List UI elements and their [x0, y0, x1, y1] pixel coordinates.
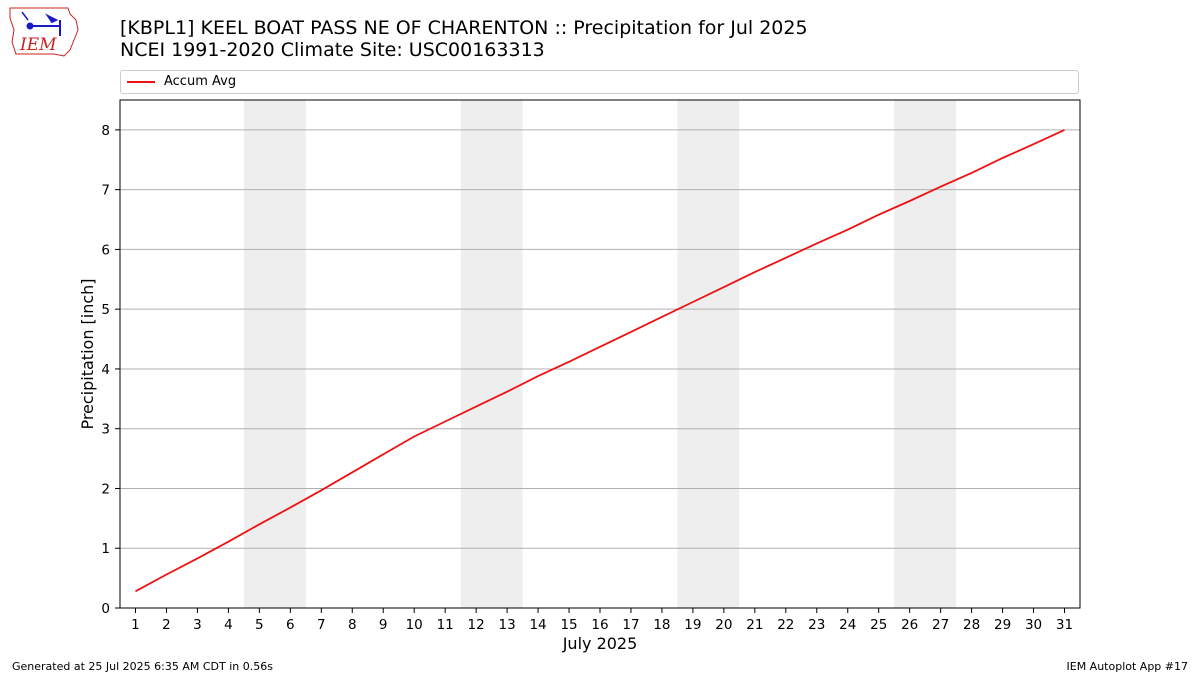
x-tick-label-11: 11	[437, 617, 454, 633]
chart-title: [KBPL1] KEEL BOAT PASS NE OF CHARENTON :…	[120, 17, 808, 39]
x-tick-label-13: 13	[499, 617, 516, 633]
weekend-band-1	[460, 100, 523, 608]
x-tick-label-9: 9	[379, 617, 388, 633]
x-tick-label-1: 1	[131, 617, 140, 633]
x-tick-label-24: 24	[839, 617, 856, 633]
x-tick-label-21: 21	[746, 617, 763, 633]
x-tick-label-5: 5	[255, 617, 264, 633]
x-tick-label-31: 31	[1056, 617, 1073, 633]
weather-station-icon	[21, 11, 61, 36]
x-tick-label-17: 17	[622, 617, 639, 633]
y-tick-label-0: 0	[101, 601, 110, 617]
weekend-band-2	[677, 100, 740, 608]
x-tick-label-25: 25	[870, 617, 887, 633]
y-tick-label-2: 2	[101, 481, 110, 497]
x-tick-label-30: 30	[1025, 617, 1042, 633]
x-tick-label-4: 4	[224, 617, 233, 633]
x-tick-label-18: 18	[653, 617, 670, 633]
x-tick-label-14: 14	[529, 617, 546, 633]
x-axis-label: July 2025	[562, 634, 638, 653]
x-tick-label-20: 20	[715, 617, 732, 633]
x-tick-label-23: 23	[808, 617, 825, 633]
generated-timestamp: Generated at 25 Jul 2025 6:35 AM CDT in …	[12, 660, 273, 673]
y-tick-label-6: 6	[101, 242, 110, 258]
x-tick-label-7: 7	[317, 617, 326, 633]
weekend-band-0	[243, 100, 306, 608]
x-tick-label-27: 27	[932, 617, 949, 633]
x-tick-label-6: 6	[286, 617, 295, 633]
legend-line-swatch	[127, 81, 155, 83]
y-tick-label-4: 4	[101, 362, 110, 378]
y-tick-label-1: 1	[101, 541, 110, 557]
x-tick-label-10: 10	[406, 617, 423, 633]
app-label: IEM Autoplot App #17	[1066, 660, 1189, 673]
y-axis-label: Precipitation [inch]	[78, 278, 97, 429]
x-tick-label-22: 22	[777, 617, 794, 633]
x-tick-label-8: 8	[348, 617, 357, 633]
x-tick-label-16: 16	[591, 617, 608, 633]
iowa-outline-icon	[9, 7, 79, 57]
x-tick-label-15: 15	[560, 617, 577, 633]
legend-label: Accum Avg	[164, 74, 237, 89]
x-tick-label-28: 28	[963, 617, 980, 633]
logo-text: IEM	[19, 35, 57, 55]
iem-logo: IEM	[9, 7, 79, 57]
y-tick-label-7: 7	[101, 183, 110, 199]
legend: Accum Avg	[120, 70, 1079, 94]
y-tick-label-3: 3	[101, 422, 110, 438]
x-tick-label-3: 3	[193, 617, 202, 633]
chart-subtitle: NCEI 1991-2020 Climate Site: USC00163313	[120, 39, 545, 61]
x-tick-label-29: 29	[994, 617, 1011, 633]
y-tick-label-5: 5	[101, 302, 110, 318]
x-tick-label-26: 26	[901, 617, 918, 633]
x-tick-label-2: 2	[162, 617, 171, 633]
y-tick-label-8: 8	[101, 123, 110, 139]
x-tick-label-19: 19	[684, 617, 701, 633]
x-tick-label-12: 12	[468, 617, 485, 633]
series-line-accum-avg	[135, 129, 1065, 593]
weekend-band-3	[894, 100, 957, 608]
